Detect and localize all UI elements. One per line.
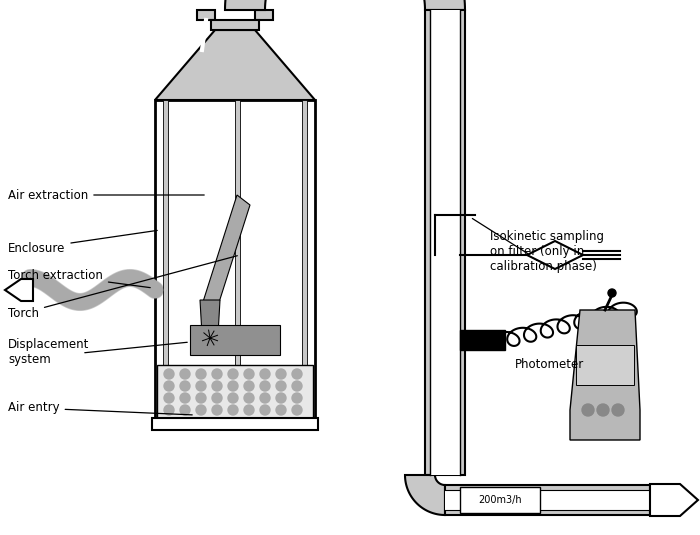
Circle shape: [164, 393, 174, 403]
Bar: [425, 10, 465, 475]
Bar: [163, 100, 168, 420]
Circle shape: [276, 381, 286, 391]
Bar: [190, 325, 280, 355]
Bar: [215, 10, 255, 20]
Circle shape: [244, 381, 254, 391]
Text: Isokinetic sampling
on filter (only in
calibration phase): Isokinetic sampling on filter (only in c…: [490, 230, 604, 273]
Text: Displacement
system: Displacement system: [8, 338, 90, 366]
Circle shape: [260, 381, 270, 391]
Bar: [152, 418, 318, 430]
Text: Air extraction: Air extraction: [8, 188, 204, 202]
Bar: [460, 487, 540, 513]
Circle shape: [212, 369, 222, 379]
Circle shape: [196, 393, 206, 403]
Polygon shape: [202, 195, 250, 315]
Circle shape: [180, 381, 190, 391]
Circle shape: [180, 393, 190, 403]
Circle shape: [228, 405, 238, 415]
Text: Torch extraction: Torch extraction: [8, 269, 150, 288]
Circle shape: [292, 369, 302, 379]
Circle shape: [260, 405, 270, 415]
Bar: [445, 485, 650, 515]
Text: Enclosure: Enclosure: [8, 231, 157, 255]
Bar: [255, 10, 273, 20]
Circle shape: [260, 393, 270, 403]
Text: Torch: Torch: [8, 256, 237, 319]
Text: Photometer: Photometer: [515, 358, 584, 371]
Polygon shape: [405, 475, 445, 515]
Circle shape: [276, 405, 286, 415]
Circle shape: [228, 369, 238, 379]
Circle shape: [212, 381, 222, 391]
Circle shape: [292, 405, 302, 415]
Polygon shape: [200, 300, 220, 335]
Bar: [430, 10, 460, 475]
Circle shape: [196, 369, 206, 379]
Circle shape: [292, 393, 302, 403]
Circle shape: [244, 369, 254, 379]
Polygon shape: [155, 30, 315, 100]
Bar: [445, 490, 650, 510]
Circle shape: [212, 405, 222, 415]
FancyArrow shape: [5, 279, 33, 301]
Bar: [211, 20, 259, 30]
Circle shape: [180, 369, 190, 379]
Circle shape: [244, 393, 254, 403]
Bar: [155, 100, 315, 420]
Polygon shape: [527, 241, 583, 269]
Polygon shape: [570, 310, 640, 440]
Circle shape: [292, 381, 302, 391]
Circle shape: [608, 289, 616, 297]
Circle shape: [164, 405, 174, 415]
Circle shape: [612, 404, 624, 416]
Circle shape: [180, 405, 190, 415]
Circle shape: [582, 404, 594, 416]
Circle shape: [276, 393, 286, 403]
Bar: [157, 365, 313, 420]
Text: Air entry: Air entry: [8, 401, 192, 415]
FancyArrow shape: [650, 484, 698, 516]
Polygon shape: [225, 0, 465, 10]
Bar: [460, 330, 505, 350]
Circle shape: [212, 393, 222, 403]
Text: 200m3/h: 200m3/h: [478, 495, 522, 505]
Circle shape: [196, 381, 206, 391]
Circle shape: [244, 405, 254, 415]
Bar: [235, 100, 240, 370]
Bar: [576, 345, 634, 385]
Circle shape: [228, 381, 238, 391]
Circle shape: [228, 393, 238, 403]
Circle shape: [276, 369, 286, 379]
Circle shape: [164, 369, 174, 379]
Circle shape: [260, 369, 270, 379]
Bar: [197, 10, 215, 20]
Circle shape: [597, 404, 609, 416]
Circle shape: [196, 405, 206, 415]
Bar: [302, 100, 307, 420]
Circle shape: [164, 381, 174, 391]
